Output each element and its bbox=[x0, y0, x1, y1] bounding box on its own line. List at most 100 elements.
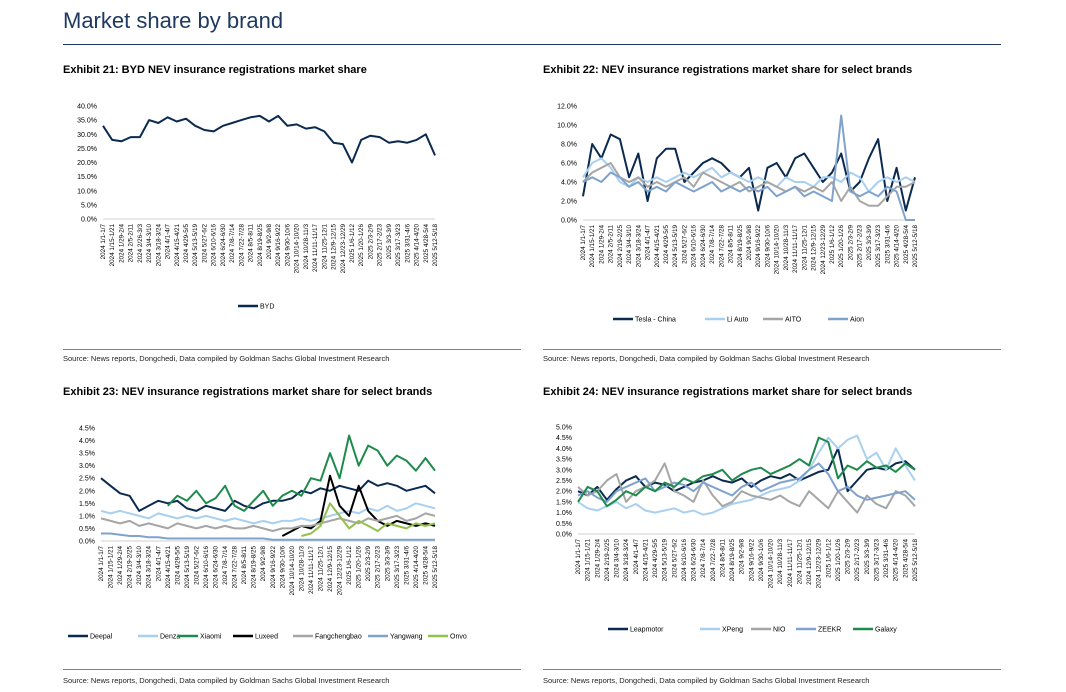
x-tick-label: 2024 4/1-4/7 bbox=[645, 225, 652, 261]
x-tick-label: 2024 5/27-6/2 bbox=[671, 539, 678, 578]
series-line-yangwang bbox=[101, 532, 435, 541]
legend-item: NIO bbox=[751, 627, 786, 634]
x-tick-label: 2024 3/4-3/10 bbox=[146, 224, 153, 263]
x-tick-label: 2024 9/30-10/6 bbox=[764, 225, 771, 268]
x-tick-label: 2024 7/22-7/28 bbox=[718, 225, 725, 268]
x-tick-label: 2024 9/16-9/22 bbox=[270, 546, 277, 589]
x-tick-label: 2025 2/3-2/9 bbox=[367, 224, 374, 260]
x-tick-label: 2024 1/15-1/21 bbox=[589, 225, 596, 268]
x-tick-label: 2025 5/12-5/18 bbox=[912, 225, 919, 268]
legend-item: AITO bbox=[763, 317, 802, 324]
x-tick-label: 2024 12/9-12/15 bbox=[331, 224, 338, 270]
x-tick-label: 2025 3/17-3/23 bbox=[394, 546, 401, 589]
x-tick-label: 2024 8/19-8/25 bbox=[729, 539, 736, 582]
y-tick-label: 5.0% bbox=[556, 425, 572, 432]
page-title: Market share by brand bbox=[63, 8, 284, 33]
x-tick-label: 2025 3/3-3/9 bbox=[384, 546, 391, 582]
x-tick-label: 2024 3/4-3/10 bbox=[136, 546, 143, 585]
x-tick-label: 2025 1/20-1/26 bbox=[356, 546, 363, 589]
y-tick-label: 0.5% bbox=[79, 526, 95, 533]
y-tick-label: 2.0% bbox=[556, 489, 572, 496]
series-line-xiaomi bbox=[167, 434, 436, 512]
x-tick-label: 2025 2/3-2/9 bbox=[847, 225, 854, 261]
legend-label: Xiaomi bbox=[200, 634, 222, 641]
y-tick-label: 2.0% bbox=[561, 199, 577, 206]
legend-item: Leapmotor bbox=[608, 627, 664, 634]
exhibit-23-divider bbox=[63, 669, 521, 670]
x-tick-label: 2024 2/19-2/25 bbox=[617, 225, 624, 268]
x-tick-label: 2025 2/17-2/23 bbox=[377, 224, 384, 267]
legend-label: Galaxy bbox=[875, 627, 897, 634]
y-tick-label: 0.5% bbox=[556, 521, 572, 528]
series-line-denza bbox=[100, 502, 436, 525]
legend-label: Aion bbox=[850, 317, 864, 324]
x-tick-label: 2024 4/1-4/7 bbox=[633, 539, 640, 575]
x-tick-label: 2024 1/29-2/4 bbox=[118, 224, 125, 263]
legend-label: Denza bbox=[160, 634, 180, 641]
x-tick-label: 2024 6/10-6/16 bbox=[211, 224, 218, 267]
y-tick-label: 10.0% bbox=[557, 123, 577, 130]
x-tick-label: 2024 5/27-6/2 bbox=[193, 546, 200, 585]
x-tick-label: 2024 9/2-9/8 bbox=[739, 539, 746, 575]
series-line-xpeng bbox=[577, 434, 916, 516]
x-tick-label: 2024 11/11-11/17 bbox=[308, 546, 315, 594]
series-line-aito bbox=[582, 162, 916, 207]
x-tick-label: 2024 6/10-6/16 bbox=[203, 546, 210, 589]
legend-label: Yangwang bbox=[390, 634, 423, 641]
y-tick-label: 1.5% bbox=[556, 499, 572, 506]
x-tick-label: 2024 10/14-10/20 bbox=[774, 225, 781, 275]
x-tick-label: 2025 3/31-4/6 bbox=[403, 546, 410, 585]
x-tick-label: 2024 12/23-12/29 bbox=[337, 546, 344, 596]
legend-item: ZEEKR bbox=[796, 627, 841, 634]
x-tick-label: 2024 4/29-5/5 bbox=[174, 546, 181, 585]
x-tick-label: 2024 5/27-6/2 bbox=[681, 225, 688, 264]
x-tick-label: 2024 4/29-5/5 bbox=[663, 225, 670, 264]
x-tick-label: 2025 1/6-1/12 bbox=[349, 224, 356, 263]
y-tick-label: 4.5% bbox=[556, 435, 572, 442]
x-tick-label: 2024 10/28-11/3 bbox=[777, 539, 784, 585]
x-tick-label: 2025 1/6-1/12 bbox=[346, 546, 353, 585]
legend-item: Tesla - China bbox=[613, 317, 676, 324]
exhibit-21-chart: 0.0% 5.0% 10.0% 15.0% 20.0% 25.0% 30.0% 35.0% 40… bbox=[77, 104, 439, 311]
x-tick-label: 2025 1/20-1/26 bbox=[835, 539, 842, 582]
x-tick-label: 2024 4/15-4/21 bbox=[174, 224, 181, 267]
x-tick-label: 2024 8/19-8/25 bbox=[737, 225, 744, 268]
exhibit-23-title: Exhibit 23: NEV insurance registrations … bbox=[63, 386, 433, 398]
exhibit-24-divider bbox=[543, 669, 1001, 670]
x-tick-label: 2025 3/17-3/23 bbox=[395, 224, 402, 267]
y-tick-label: 2.5% bbox=[79, 476, 95, 483]
x-tick-label: 2024 4/15-4/21 bbox=[642, 539, 649, 582]
x-tick-label: 2024 7/22-7/28 bbox=[238, 224, 245, 267]
exhibit-22-title: Exhibit 22: NEV insurance registrations … bbox=[543, 64, 913, 76]
x-tick-label: 2025 3/3-3/9 bbox=[866, 225, 873, 261]
x-tick-label: 2025 4/28-5/4 bbox=[902, 539, 909, 578]
y-tick-label: 8.0% bbox=[561, 142, 577, 149]
exhibit-22-source: Source: News reports, Dongchedi, Data co… bbox=[543, 354, 870, 363]
x-tick-label: 2024 5/13-5/19 bbox=[662, 539, 669, 582]
exhibit-22-chart: 0.0% 2.0% 4.0% 6.0% 8.0% 10.0% 12.0% 2024 1/1-1… bbox=[557, 104, 919, 324]
y-tick-label: 4.0% bbox=[79, 438, 95, 445]
x-tick-label: 2024 2/26-3/3 bbox=[137, 224, 144, 263]
x-tick-label: 2024 8/5-8/11 bbox=[248, 224, 255, 263]
x-tick-label: 2024 7/8-7/14 bbox=[229, 224, 236, 263]
x-tick-label: 2024 11/11-11/17 bbox=[312, 224, 319, 272]
y-tick-label: 3.0% bbox=[556, 467, 572, 474]
x-tick-label: 2024 9/30-10/6 bbox=[284, 224, 291, 267]
x-tick-label: 2024 3/18-3/24 bbox=[623, 539, 630, 582]
x-tick-label: 2024 4/15-4/21 bbox=[654, 225, 661, 268]
x-tick-label: 2024 11/11-11/17 bbox=[792, 225, 799, 273]
x-tick-label: 2025 4/28-5/4 bbox=[423, 224, 430, 263]
y-tick-label: 0.0% bbox=[561, 218, 577, 225]
x-tick-label: 2024 12/9-12/15 bbox=[811, 225, 818, 271]
legend-label: BYD bbox=[260, 304, 274, 311]
legend-item: BYD bbox=[238, 304, 274, 311]
x-tick-label: 2025 4/14-4/20 bbox=[893, 539, 900, 582]
y-tick-label: 6.0% bbox=[561, 161, 577, 168]
x-tick-label: 2024 12/23-12/29 bbox=[820, 225, 827, 275]
x-tick-label: 2025 3/17-3/23 bbox=[875, 225, 882, 268]
x-tick-label: 2024 11/25-12/1 bbox=[321, 224, 328, 270]
x-tick-label: 2024 1/15-1/21 bbox=[108, 546, 115, 589]
x-tick-label: 2024 3/18-3/24 bbox=[635, 225, 642, 268]
x-tick-label: 2025 4/28-5/4 bbox=[903, 225, 910, 264]
legend-label: Onvo bbox=[450, 634, 467, 641]
